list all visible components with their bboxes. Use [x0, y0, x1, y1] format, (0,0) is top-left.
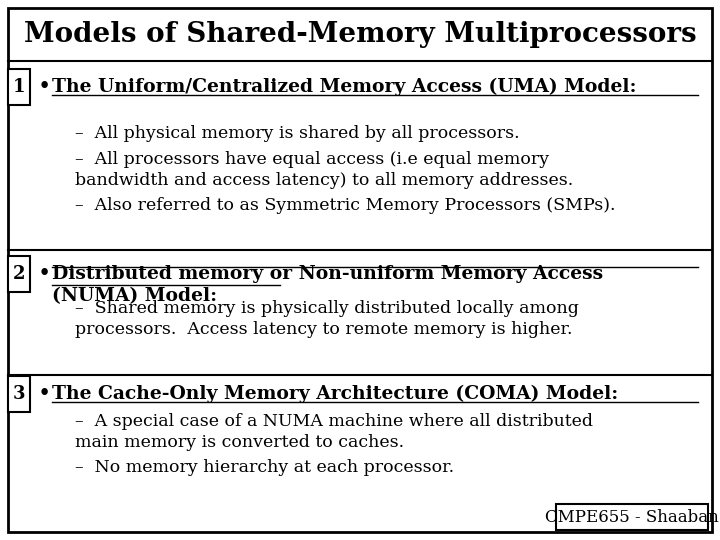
Text: –  Shared memory is physically distributed locally among
processors.  Access lat: – Shared memory is physically distribute…	[75, 300, 579, 338]
Text: 3: 3	[13, 385, 25, 403]
Text: 2: 2	[13, 265, 25, 283]
FancyBboxPatch shape	[556, 504, 708, 530]
Text: •: •	[38, 383, 51, 405]
Text: –  All processors have equal access (i.e equal memory
bandwidth and access laten: – All processors have equal access (i.e …	[75, 151, 573, 189]
Text: –  Also referred to as Symmetric Memory Processors (SMPs).: – Also referred to as Symmetric Memory P…	[75, 197, 616, 214]
Text: CMPE655 - Shaaban: CMPE655 - Shaaban	[545, 509, 719, 525]
Text: –  All physical memory is shared by all processors.: – All physical memory is shared by all p…	[75, 125, 520, 142]
FancyBboxPatch shape	[8, 8, 712, 532]
Text: The Cache-Only Memory Architecture (COMA) Model:: The Cache-Only Memory Architecture (COMA…	[52, 385, 618, 403]
Text: 1: 1	[13, 78, 25, 96]
FancyBboxPatch shape	[8, 376, 30, 412]
FancyBboxPatch shape	[8, 256, 30, 292]
Text: The Uniform/Centralized Memory Access (UMA) Model:: The Uniform/Centralized Memory Access (U…	[52, 73, 636, 91]
Text: Distributed memory or Non-uniform Memory Access
(NUMA) Model:: Distributed memory or Non-uniform Memory…	[52, 265, 603, 305]
Text: –  No memory hierarchy at each processor.: – No memory hierarchy at each processor.	[75, 459, 454, 476]
Text: •: •	[38, 76, 51, 98]
Text: The Uniform/Centralized Memory Access (UMA) Model:: The Uniform/Centralized Memory Access (U…	[52, 78, 636, 96]
Text: •: •	[38, 263, 51, 285]
Text: Models of Shared-Memory Multiprocessors: Models of Shared-Memory Multiprocessors	[24, 21, 696, 48]
FancyBboxPatch shape	[8, 69, 30, 105]
Text: –  A special case of a NUMA machine where all distributed
main memory is convert: – A special case of a NUMA machine where…	[75, 413, 593, 451]
